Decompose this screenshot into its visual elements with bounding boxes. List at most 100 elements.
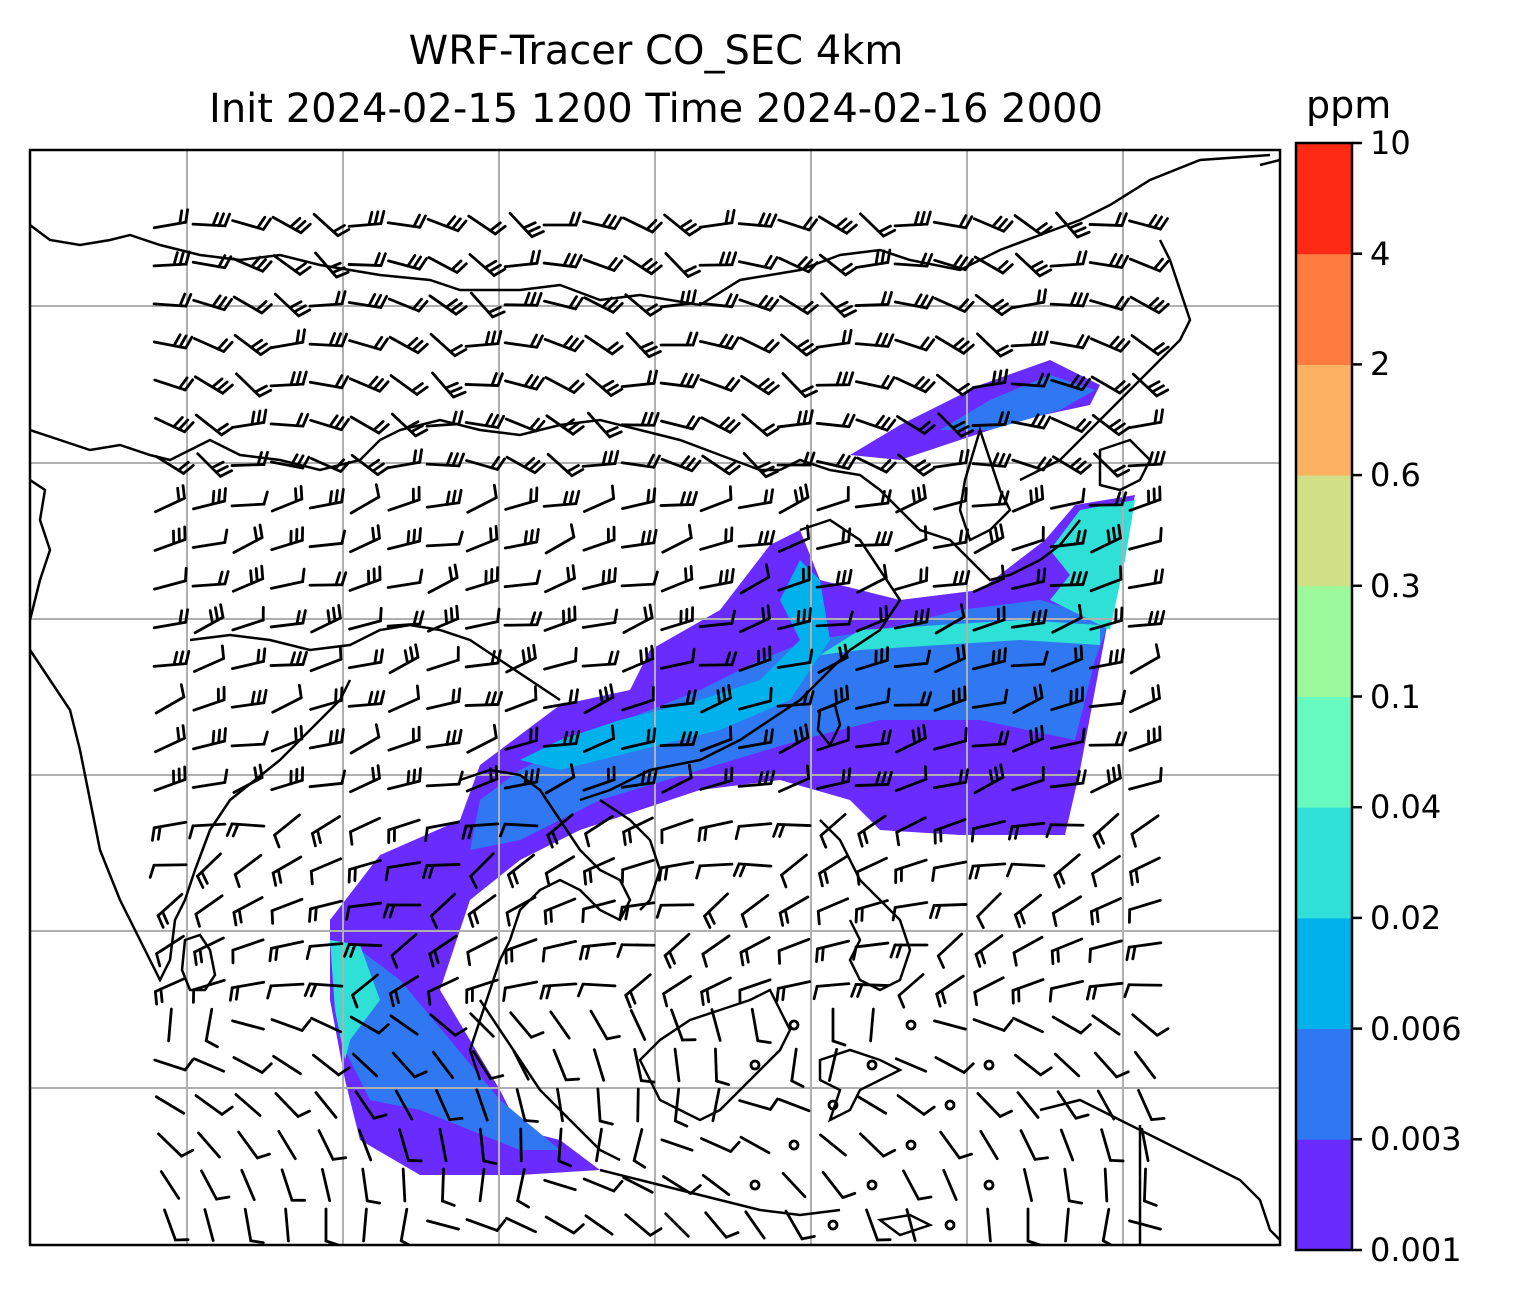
wind-barb (154, 416, 195, 434)
wind-barb (1011, 526, 1045, 552)
wind-barb (505, 1216, 537, 1234)
wind-barb (582, 525, 616, 552)
calm-wind-marker (944, 1219, 956, 1231)
wind-barb (308, 488, 345, 510)
wind-barb (465, 1218, 507, 1232)
wind-barb (816, 897, 850, 926)
wind-barb (935, 373, 975, 397)
wind-barb (232, 1056, 273, 1074)
wind-barb (240, 1168, 256, 1202)
wind-barb (742, 451, 779, 479)
wind-barb (464, 412, 506, 429)
wind-barb (503, 569, 542, 589)
colorbar-segment (1296, 1139, 1352, 1251)
wind-barb (699, 766, 734, 791)
wind-barb (816, 767, 852, 790)
wind-barb (893, 210, 932, 228)
wind-barb (349, 415, 390, 435)
wind-barb (584, 1214, 614, 1236)
wind-barb (662, 974, 692, 1008)
wind-barb (865, 1208, 892, 1242)
wind-barb (269, 412, 310, 428)
coastline-japan (1098, 438, 1152, 492)
wind-barb (231, 1019, 265, 1031)
wind-barb (478, 1167, 486, 1203)
wind-barb (1133, 1050, 1157, 1080)
wind-barb (1091, 1014, 1121, 1036)
wind-barb (1016, 1091, 1040, 1119)
wind-barb (431, 371, 467, 399)
wind-barb (152, 649, 191, 668)
coastline-china (579, 518, 902, 802)
wind-barb (273, 292, 312, 318)
calm-wind-marker (944, 1099, 956, 1111)
wind-barb (621, 686, 655, 712)
wind-barb (855, 604, 889, 633)
wind-barb (1103, 1167, 1109, 1203)
wind-barb (154, 724, 186, 754)
wind-barb (1127, 450, 1166, 468)
wind-barb (973, 523, 1005, 555)
colorbar-tick-label: 0.02 (1370, 898, 1442, 937)
wind-barb (543, 605, 577, 632)
wind-barb (897, 973, 925, 1009)
wind-barb (235, 372, 273, 398)
wind-barb (428, 294, 468, 316)
colorbar-tick-label: 2 (1370, 345, 1391, 384)
colorbar-tick-label: 4 (1370, 234, 1391, 273)
wind-barb (817, 215, 858, 235)
wind-barb (469, 291, 506, 319)
wind-barb (231, 215, 272, 231)
wind-barb (425, 410, 464, 428)
wind-barb (192, 727, 227, 751)
wind-barb (1050, 374, 1092, 392)
wind-barb (1129, 295, 1170, 315)
wind-barb (191, 254, 233, 270)
wind-barb (1051, 455, 1092, 475)
wind-barb (544, 855, 576, 887)
wind-barb (576, 982, 617, 998)
wind-barb (465, 524, 499, 553)
wind-barb (387, 485, 421, 512)
wind-barb (542, 489, 581, 508)
wind-barb (503, 249, 542, 269)
wind-barb (893, 252, 934, 268)
wind-barb (633, 1047, 656, 1084)
coastline-timor (876, 1213, 934, 1237)
wind-barb (1128, 214, 1169, 231)
wind-barb (277, 1129, 297, 1161)
wind-barb (543, 295, 584, 311)
wind-barb (347, 252, 387, 267)
wind-barb (544, 564, 576, 594)
wind-barb (272, 1054, 302, 1076)
wind-barb (624, 293, 663, 317)
wind-barb (196, 852, 222, 889)
wind-barb (894, 336, 936, 352)
coastline-java (599, 1168, 841, 1217)
wind-barb (1129, 684, 1161, 714)
wind-barb (191, 978, 226, 1004)
wind-barb (1051, 1015, 1092, 1035)
wind-barb (739, 563, 771, 595)
wind-barb (750, 1007, 772, 1045)
wind-barb (660, 564, 694, 593)
wind-barb (778, 723, 810, 755)
wind-barb (348, 335, 389, 351)
wind-barb (970, 820, 1006, 843)
wind-barb (854, 248, 892, 269)
wind-barb (739, 1135, 771, 1155)
wind-barb (972, 564, 1006, 593)
coastline-himalaya (189, 623, 561, 702)
wind-barb (1013, 1053, 1053, 1077)
wind-barb (737, 529, 776, 548)
wind-barb (157, 1132, 195, 1158)
wind-barb (1045, 823, 1085, 839)
wind-barb (869, 1007, 875, 1043)
wind-barb (384, 861, 422, 882)
wind-barb (1090, 764, 1122, 794)
wind-barb (660, 606, 695, 632)
wind-barb (389, 374, 429, 396)
wind-barb (1088, 491, 1128, 507)
wind-barb (475, 1088, 489, 1122)
wind-barb (424, 820, 461, 842)
